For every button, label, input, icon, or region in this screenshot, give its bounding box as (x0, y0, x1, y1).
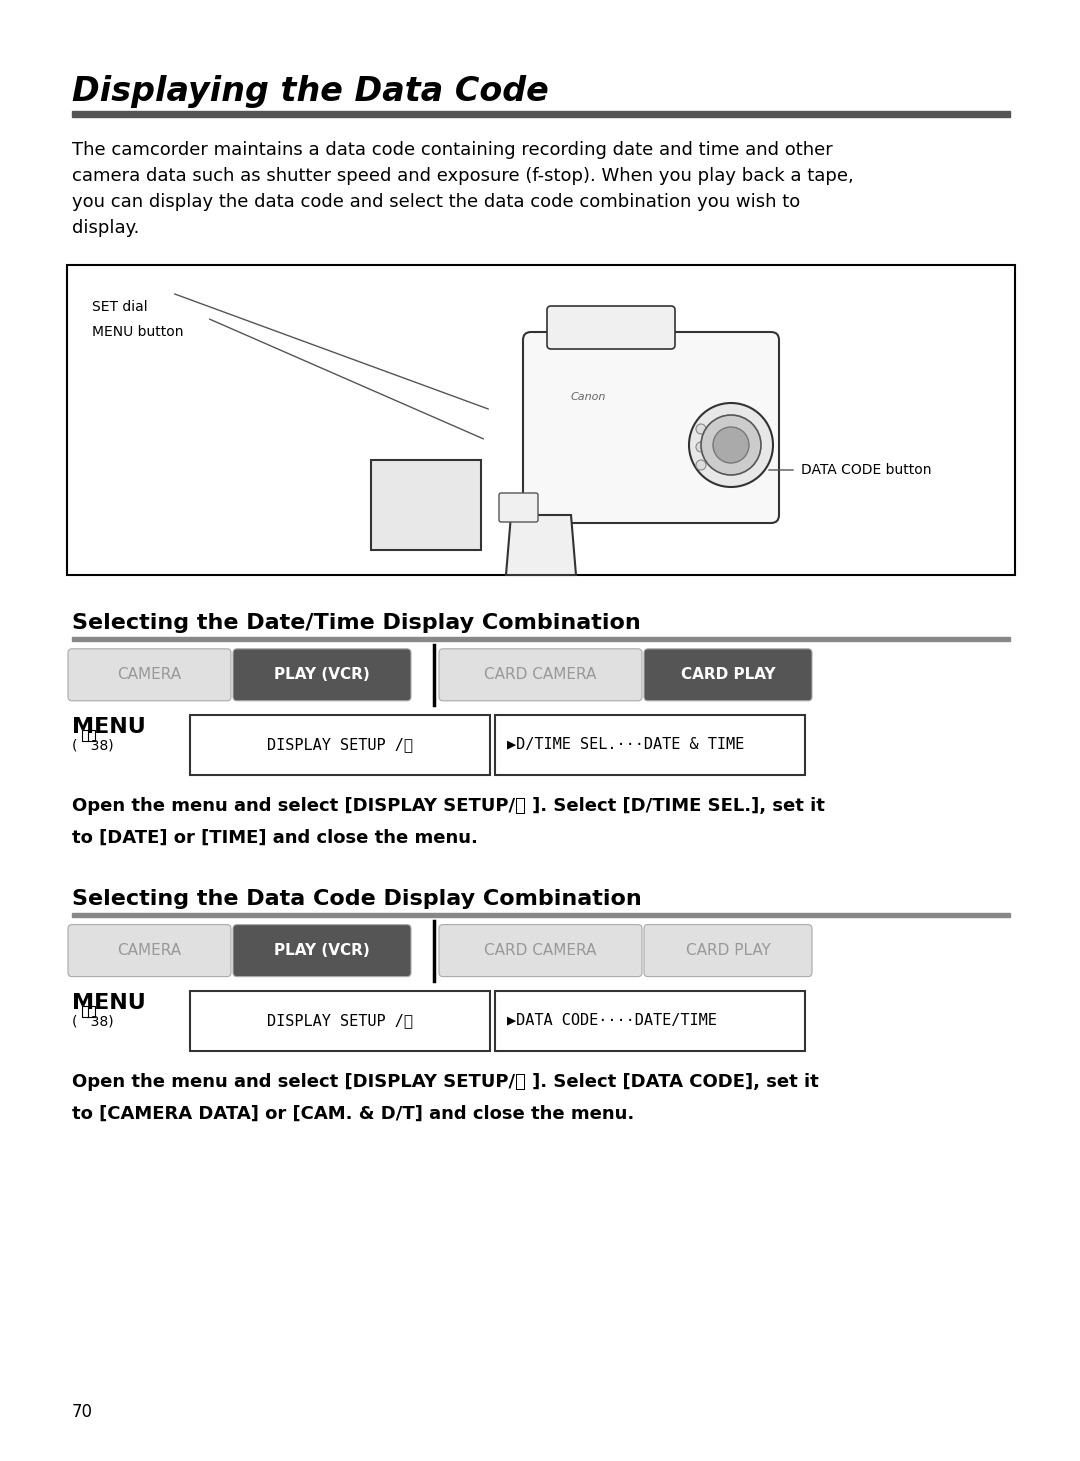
Bar (72, 111, 1010, 117)
FancyBboxPatch shape (438, 925, 642, 976)
FancyBboxPatch shape (644, 649, 812, 701)
Circle shape (732, 443, 742, 451)
Bar (72, 637, 1010, 641)
Bar (495, 991, 805, 1050)
FancyBboxPatch shape (233, 649, 411, 701)
Text: Open the menu and select [DISPLAY SETUP/ⓘ ]. Select [DATA CODE], set it: Open the menu and select [DISPLAY SETUP/… (72, 1072, 819, 1090)
FancyBboxPatch shape (68, 649, 231, 701)
Text: DISPLAY SETUP /ⓘ: DISPLAY SETUP /ⓘ (267, 1012, 413, 1029)
Text: SET dial: SET dial (92, 300, 148, 314)
Circle shape (714, 443, 724, 451)
Text: PLAY (VCR): PLAY (VCR) (274, 944, 369, 958)
Text: CAMERA: CAMERA (118, 668, 181, 682)
Text: CARD PLAY: CARD PLAY (686, 944, 770, 958)
Text: to [CAMERA DATA] or [CAM. & D/T] and close the menu.: to [CAMERA DATA] or [CAM. & D/T] and clo… (72, 1105, 634, 1122)
Text: CARD PLAY: CARD PLAY (680, 668, 775, 682)
Circle shape (714, 460, 724, 470)
Text: Selecting the Data Code Display Combination: Selecting the Data Code Display Combinat… (72, 888, 642, 909)
Text: MENU button: MENU button (92, 324, 184, 339)
Bar (82, 1005, 95, 1017)
FancyBboxPatch shape (68, 925, 231, 976)
Circle shape (714, 424, 724, 434)
Bar (72, 913, 1010, 916)
Circle shape (713, 427, 750, 463)
Text: to [DATE] or [TIME] and close the menu.: to [DATE] or [TIME] and close the menu. (72, 828, 477, 847)
Circle shape (732, 424, 742, 434)
Circle shape (696, 460, 706, 470)
Bar (495, 714, 805, 774)
Text: (   38): ( 38) (72, 1014, 113, 1029)
Text: CAMERA: CAMERA (118, 944, 181, 958)
Text: DISPLAY SETUP /ⓘ: DISPLAY SETUP /ⓘ (267, 738, 413, 752)
Circle shape (701, 415, 761, 475)
Bar (82, 730, 95, 741)
Text: ▶D/TIME SEL.···DATE & TIME: ▶D/TIME SEL.···DATE & TIME (507, 738, 744, 752)
FancyBboxPatch shape (523, 332, 779, 523)
Text: MENU: MENU (72, 992, 146, 1012)
Circle shape (696, 443, 706, 451)
Bar (67, 264, 1015, 576)
Text: ▶DATA CODE····DATE/TIME: ▶DATA CODE····DATE/TIME (507, 1012, 717, 1029)
Bar (190, 714, 490, 774)
Text: 70: 70 (72, 1403, 93, 1422)
FancyBboxPatch shape (499, 492, 538, 522)
FancyBboxPatch shape (644, 925, 812, 976)
Circle shape (689, 403, 773, 487)
Text: DATA CODE button: DATA CODE button (801, 463, 931, 476)
Text: camera data such as shutter speed and exposure (f-stop). When you play back a ta: camera data such as shutter speed and ex… (72, 167, 854, 186)
Polygon shape (372, 460, 481, 549)
Circle shape (732, 460, 742, 470)
Text: you can display the data code and select the data code combination you wish to: you can display the data code and select… (72, 193, 800, 210)
Text: Canon: Canon (571, 392, 606, 402)
Polygon shape (507, 514, 576, 576)
Circle shape (696, 424, 706, 434)
Text: The camcorder maintains a data code containing recording date and time and other: The camcorder maintains a data code cont… (72, 142, 833, 159)
FancyBboxPatch shape (546, 305, 675, 349)
FancyBboxPatch shape (438, 649, 642, 701)
Text: Selecting the Date/Time Display Combination: Selecting the Date/Time Display Combinat… (72, 614, 640, 633)
Text: CARD CAMERA: CARD CAMERA (484, 668, 596, 682)
Text: MENU: MENU (72, 717, 146, 736)
Text: PLAY (VCR): PLAY (VCR) (274, 668, 369, 682)
Text: (   38): ( 38) (72, 739, 113, 752)
Text: CARD CAMERA: CARD CAMERA (484, 944, 596, 958)
FancyBboxPatch shape (233, 925, 411, 976)
Text: Open the menu and select [DISPLAY SETUP/ⓘ ]. Select [D/TIME SEL.], set it: Open the menu and select [DISPLAY SETUP/… (72, 796, 825, 815)
Text: display.: display. (72, 219, 139, 237)
Text: Displaying the Data Code: Displaying the Data Code (72, 75, 549, 108)
Bar (190, 991, 490, 1050)
